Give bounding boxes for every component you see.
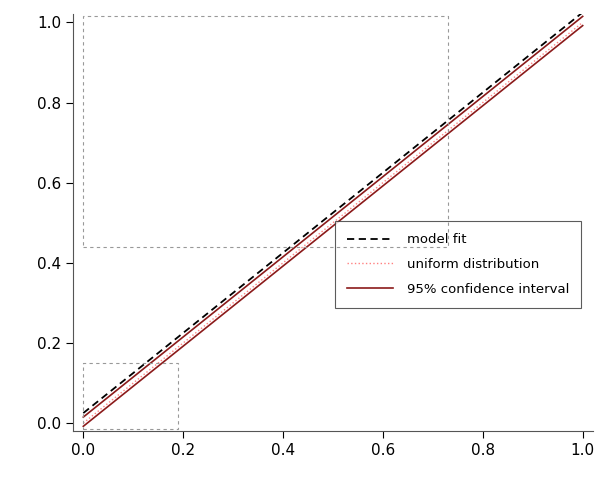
Legend: model fit, uniform distribution, 95% confidence interval: model fit, uniform distribution, 95% con… (335, 221, 581, 308)
Bar (83, 363, 178, 429)
Bar (83, 16, 448, 247)
